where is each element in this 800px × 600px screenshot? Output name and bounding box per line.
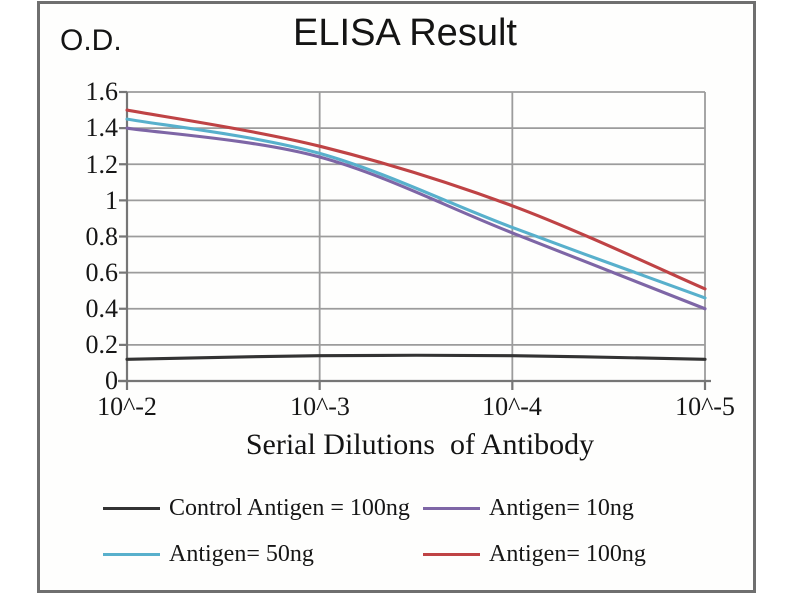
legend-label: Antigen= 10ng xyxy=(489,494,634,521)
y-tick-label: 0.6 xyxy=(85,258,119,287)
chart-title: ELISA Result xyxy=(293,12,517,54)
x-axis-title: Serial Dilutions of Antibody xyxy=(245,428,595,461)
legend-line-swatch xyxy=(423,552,480,556)
x-tick-label: 10^-4 xyxy=(482,392,542,421)
series-line xyxy=(125,126,707,311)
y-tick-label: 0.4 xyxy=(85,294,119,323)
y-tick-label: 0.8 xyxy=(85,222,119,251)
y-tick-label: 1 xyxy=(105,186,118,215)
legend-label: Antigen= 50ng xyxy=(169,540,314,567)
x-tick-label: 10^-5 xyxy=(675,392,735,421)
y-tick-label: 1.6 xyxy=(85,77,119,106)
y-tick-label: 1.2 xyxy=(85,150,119,179)
x-tick-label: 10^-3 xyxy=(290,392,350,421)
legend-item-antigen-10ng: Antigen= 10ng xyxy=(423,494,634,522)
y-tick-label: 0.2 xyxy=(85,330,119,359)
legend-label: Control Antigen = 100ng xyxy=(169,494,410,521)
x-tick-label: 10^-2 xyxy=(97,392,157,421)
y-tick-label: 1.4 xyxy=(85,113,119,142)
legend-line-swatch xyxy=(103,552,160,556)
series-line xyxy=(125,353,707,361)
legend-item-antigen-50ng: Antigen= 50ng xyxy=(103,540,314,568)
y-tick-label: 0 xyxy=(105,366,118,395)
legend-line-swatch xyxy=(423,506,480,510)
legend-line-swatch xyxy=(103,506,160,510)
figure-border-frame xyxy=(37,1,756,593)
legend-label: Antigen= 100ng xyxy=(489,540,646,567)
y-axis-unit-label: O.D. xyxy=(60,24,122,57)
legend-item-antigen-100ng: Antigen= 100ng xyxy=(423,540,646,568)
series-line xyxy=(125,117,707,300)
legend-item-control-antigen-100ng: Control Antigen = 100ng xyxy=(103,494,410,522)
series-line xyxy=(125,108,707,291)
